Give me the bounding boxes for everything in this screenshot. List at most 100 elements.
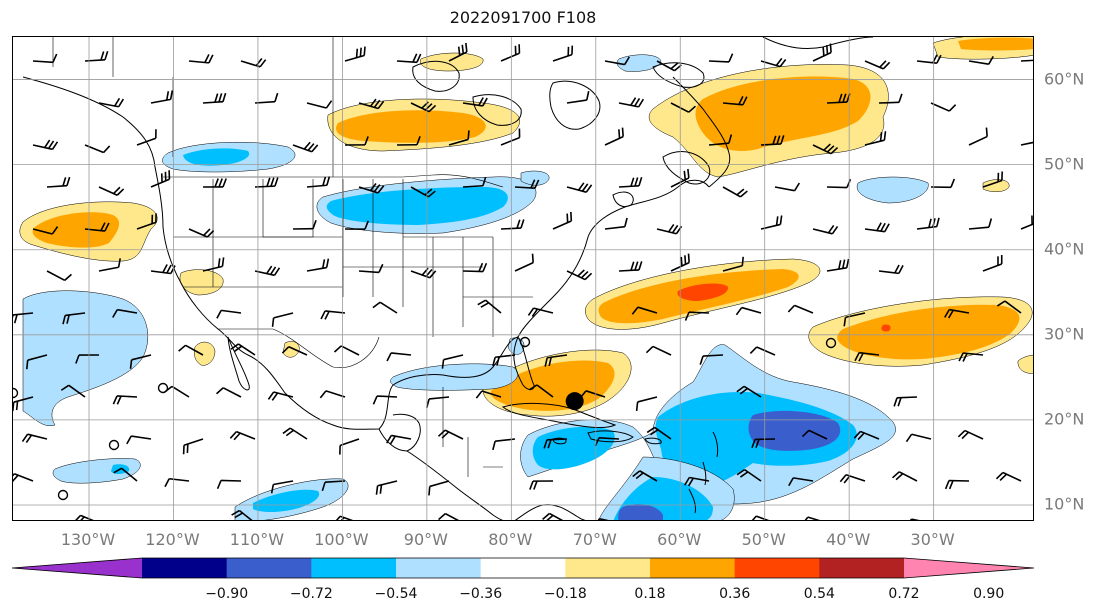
wind-barb bbox=[319, 390, 346, 399]
colorbar-tick-label: 0.18 bbox=[634, 586, 666, 602]
wind-barb bbox=[930, 102, 957, 112]
wind-barb bbox=[372, 301, 398, 314]
map-title: 2022091700 F108 bbox=[449, 8, 597, 27]
fill-negative-contour bbox=[253, 489, 320, 512]
wind-barb bbox=[656, 223, 683, 235]
wind-barb bbox=[462, 176, 487, 188]
wind-barb bbox=[968, 55, 994, 65]
fill-negative-contour bbox=[520, 170, 550, 186]
wind-barb bbox=[358, 182, 385, 194]
wind-barb bbox=[344, 136, 369, 146]
wind-barb bbox=[982, 171, 1003, 188]
wind-barb bbox=[113, 467, 138, 482]
storm-center-marker bbox=[565, 392, 584, 411]
wind-barb bbox=[891, 471, 918, 482]
wind-barb bbox=[425, 396, 450, 408]
wind-barb bbox=[344, 220, 370, 231]
fill-positive-contour bbox=[32, 212, 120, 248]
wind-barb bbox=[254, 177, 279, 188]
wind-barb bbox=[438, 512, 460, 520]
wind-barb bbox=[396, 53, 422, 64]
wind-barb bbox=[112, 395, 138, 405]
wind-barb bbox=[477, 299, 502, 314]
wind-barb bbox=[410, 186, 436, 198]
fill-positive-contour bbox=[837, 304, 1020, 360]
wind-barb bbox=[1020, 59, 1033, 62]
fill-positive-contour bbox=[1017, 354, 1033, 374]
wind-barb bbox=[916, 217, 940, 230]
map-panel bbox=[12, 36, 1034, 521]
wind-barb bbox=[645, 345, 672, 356]
latitude-tick-label: 10°N bbox=[1044, 494, 1085, 514]
latitude-tick-label: 20°N bbox=[1044, 409, 1085, 429]
wind-barb bbox=[853, 430, 880, 441]
wind-barb bbox=[339, 438, 360, 455]
wind-barb bbox=[722, 186, 748, 198]
wind-barb bbox=[909, 518, 920, 520]
fill-positive-contour bbox=[958, 37, 1033, 51]
fill-negative-contour bbox=[618, 504, 663, 520]
wind-barb bbox=[46, 176, 71, 188]
wind-barb bbox=[542, 512, 564, 520]
wind-barb bbox=[84, 144, 111, 154]
map-canvas bbox=[13, 37, 1033, 520]
longitude-tick-label: 60°W bbox=[657, 530, 702, 549]
wind-barb bbox=[618, 97, 645, 108]
wind-barb bbox=[878, 264, 904, 275]
wind-barb bbox=[736, 468, 762, 482]
wind-barb bbox=[13, 473, 34, 483]
wind-barb bbox=[944, 308, 970, 319]
wind-barb bbox=[188, 54, 214, 64]
wind-barb bbox=[202, 92, 227, 104]
wind-barb bbox=[178, 344, 204, 356]
colorbar-tick-label: −0.36 bbox=[459, 586, 503, 602]
wind-barb bbox=[396, 136, 421, 146]
wind-barb bbox=[751, 515, 770, 520]
longitude-tick-label: 40°W bbox=[826, 530, 871, 549]
wind-barb bbox=[441, 354, 464, 369]
wind-barb bbox=[760, 57, 787, 68]
colorbar-tick-label: −0.54 bbox=[374, 586, 418, 602]
wind-barb bbox=[722, 95, 748, 106]
wind-barb bbox=[136, 129, 157, 146]
wind-barb bbox=[321, 480, 346, 492]
wind-barb bbox=[514, 179, 540, 189]
wind-barb bbox=[13, 396, 34, 412]
wind-barb bbox=[760, 135, 785, 146]
colorbar-tick-label: −0.18 bbox=[543, 586, 587, 602]
wind-barb bbox=[529, 480, 554, 490]
wind-barb bbox=[344, 46, 366, 62]
wind-barb bbox=[358, 263, 384, 274]
colorbar-swatch bbox=[480, 558, 566, 578]
wind-barb bbox=[229, 430, 256, 441]
colorbar-swatch bbox=[734, 558, 820, 578]
colorbar-swatch bbox=[650, 558, 736, 578]
colorbar bbox=[11, 557, 1035, 579]
wind-barb bbox=[878, 93, 903, 104]
wind-barb bbox=[437, 429, 464, 440]
anomaly-fills bbox=[19, 37, 1033, 520]
wind-barb bbox=[604, 217, 628, 230]
fill-negative-contour bbox=[326, 187, 508, 225]
wind-barb bbox=[216, 387, 242, 398]
wind-barb bbox=[62, 312, 86, 325]
wind-barb bbox=[98, 258, 122, 272]
wind-barb bbox=[410, 267, 437, 279]
wind-barb bbox=[46, 270, 72, 282]
wind-barb bbox=[372, 395, 398, 405]
wind-barb bbox=[202, 257, 225, 272]
wind-barb bbox=[812, 143, 839, 155]
colorbar-swatch bbox=[226, 558, 312, 578]
wind-barb bbox=[566, 91, 590, 104]
longitude-tick-label: 110°W bbox=[229, 530, 285, 549]
latitude-tick-label: 60°N bbox=[1044, 69, 1085, 89]
wind-barb bbox=[386, 352, 412, 362]
wind-barb bbox=[812, 43, 832, 62]
wind-barb bbox=[864, 60, 891, 70]
colorbar-tick-label: −0.90 bbox=[205, 586, 249, 602]
fill-negative-contour bbox=[748, 410, 841, 451]
wind-barb bbox=[552, 45, 574, 62]
wind-barb bbox=[32, 53, 58, 64]
longitude-tick-label: 130°W bbox=[60, 530, 116, 549]
latitude-tick-label: 30°N bbox=[1044, 324, 1085, 344]
